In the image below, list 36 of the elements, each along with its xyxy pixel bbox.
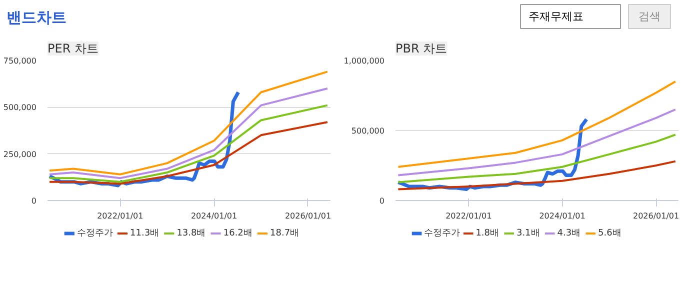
chart-title: PBR 차트: [396, 42, 448, 56]
chart-title: PER 차트: [48, 42, 98, 56]
legend-label: 수정주가: [424, 228, 460, 238]
line-series: [48, 121, 328, 185]
x-tick-label: 2022/01/01: [97, 212, 144, 220]
y-tick-label: 0: [379, 196, 385, 206]
legend-label: 11.3배: [130, 228, 160, 238]
text: 밴드차트: [6, 8, 66, 26]
legend-label: 13.8배: [176, 228, 206, 238]
line-series: [397, 80, 676, 168]
legend-label: 18.7배: [270, 228, 300, 238]
x-tick-label: 2024/01/01: [539, 212, 586, 220]
text: 검색: [638, 10, 660, 23]
line-series: [397, 160, 676, 190]
line-series: [48, 88, 328, 180]
y-tick-label: 750,000: [3, 56, 37, 66]
line-series: [48, 70, 328, 176]
text: 주재무제표: [528, 10, 584, 23]
y-tick-label: 1,000,000: [344, 56, 385, 66]
legend-label: 5.6배: [598, 228, 622, 238]
line-series: [397, 108, 676, 176]
x-tick-label: 2026/01/01: [632, 212, 680, 220]
legend-label: 1.8배: [476, 228, 500, 238]
y-tick-label: 0: [31, 196, 37, 206]
x-tick-label: 2026/01/01: [284, 212, 332, 220]
y-tick-label: 500,000: [351, 126, 385, 136]
y-tick-label: 250,000: [3, 150, 37, 159]
line-series: [397, 134, 676, 184]
legend-label: 16.2배: [223, 228, 252, 238]
line-series: [48, 104, 328, 183]
x-tick-label: 2024/01/01: [190, 212, 238, 220]
legend-label: 4.3배: [557, 228, 581, 238]
legend-label: 3.1배: [516, 228, 540, 238]
x-tick-label: 2022/01/01: [446, 212, 492, 220]
legend-label: 수정주가: [76, 228, 113, 238]
y-tick-label: 500,000: [3, 103, 37, 112]
